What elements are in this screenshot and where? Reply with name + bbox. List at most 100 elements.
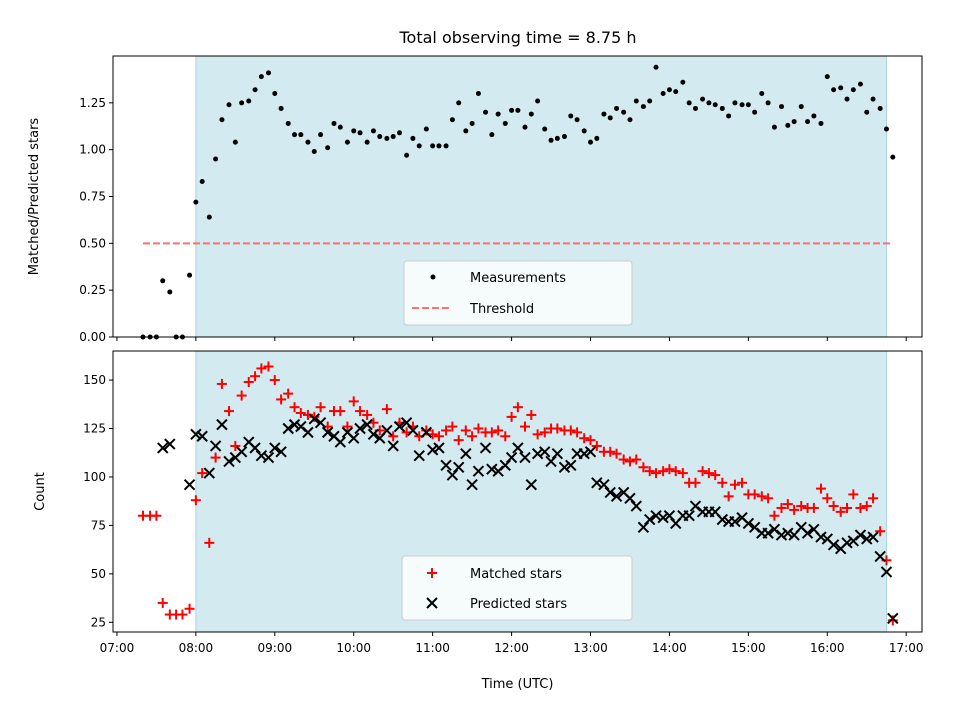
matched-star-point <box>441 425 452 436</box>
top-y-axis-label: Matched/Predicted stars <box>27 118 42 276</box>
matched-star-point <box>335 406 346 417</box>
bottom-xtick-label: 17:00 <box>889 641 924 655</box>
predicted-star-point <box>407 424 419 437</box>
predicted-star-point <box>604 486 616 499</box>
predicted-star-point <box>381 424 393 437</box>
measurement-point <box>706 100 712 106</box>
predicted-star-point <box>643 513 656 526</box>
matched-star-point <box>670 466 681 477</box>
top-ytick-label: 0.75 <box>79 190 106 204</box>
matched-star-point <box>552 423 563 434</box>
bottom-xtick-label: 08:00 <box>179 641 214 655</box>
bottom-ytick-label: 150 <box>83 373 106 387</box>
measurement-point <box>489 132 495 138</box>
measurement-point <box>640 104 646 110</box>
measurement-point <box>554 135 560 141</box>
measurement-point <box>765 100 771 106</box>
predicted-star-point <box>249 442 261 454</box>
bottom-xtick-label: 16:00 <box>810 641 845 655</box>
measurement-point <box>561 134 567 140</box>
measurement-point <box>811 113 817 119</box>
measurement-point <box>686 100 692 106</box>
matched-star-point <box>230 440 241 451</box>
predicted-star-point <box>762 527 774 539</box>
predicted-star-point <box>255 449 268 462</box>
legend-matched-plus <box>427 568 437 578</box>
predicted-star-point <box>235 446 248 458</box>
bottom-xtick-label: 11:00 <box>415 641 450 655</box>
measurement-point <box>265 70 271 76</box>
matched-star-point <box>460 425 471 436</box>
measurement-point <box>495 111 501 117</box>
matched-star-point <box>342 421 353 432</box>
predicted-star-point <box>190 428 202 441</box>
measurement-point <box>621 109 627 115</box>
measurement-point <box>805 119 811 125</box>
predicted-star-point <box>512 442 524 454</box>
matched-stars-points <box>137 361 898 626</box>
matched-star-point <box>789 504 800 515</box>
measurement-point <box>857 81 863 87</box>
bottom-ytick-label: 25 <box>91 615 106 629</box>
predicted-star-point <box>354 422 366 435</box>
matched-star-point <box>638 462 649 473</box>
predicted-star-point <box>545 455 557 468</box>
predicted-star-point <box>426 444 439 456</box>
measurement-point <box>232 139 238 145</box>
predicted-star-point <box>216 418 228 431</box>
matched-star-point <box>453 435 464 446</box>
measurement-point <box>410 135 416 141</box>
matched-star-point <box>473 423 484 434</box>
measurement-point <box>246 98 252 104</box>
predicted-star-point <box>486 463 498 475</box>
measurement-point <box>838 85 844 91</box>
measurement-point <box>712 102 718 108</box>
predicted-star-point <box>683 510 695 522</box>
legend-threshold-label: Threshold <box>469 302 534 317</box>
measurement-point <box>594 135 600 141</box>
measurement-point <box>870 96 876 102</box>
measurement-point <box>660 90 666 96</box>
measurement-point <box>475 90 481 96</box>
matched-star-point <box>263 361 274 372</box>
predicted-star-point <box>413 449 425 462</box>
measurement-point <box>337 124 343 130</box>
predicted-star-point <box>874 550 886 563</box>
predicted-star-point <box>624 492 636 504</box>
predicted-star-point <box>841 537 853 549</box>
predicted-star-point <box>861 533 873 545</box>
matched-star-point <box>796 501 807 512</box>
matched-star-point <box>289 402 300 413</box>
top-ytick-label: 1.00 <box>79 143 106 157</box>
predicted-star-point <box>505 451 518 464</box>
matched-star-point <box>348 396 359 407</box>
matched-star-point <box>467 431 478 442</box>
bottom-legend: Matched stars Predicted stars <box>401 555 633 621</box>
measurement-point <box>370 128 376 134</box>
predicted-star-point <box>164 438 176 450</box>
matched-star-point <box>236 390 247 401</box>
matched-star-point <box>579 433 590 444</box>
top-ytick-label: 0.00 <box>79 330 106 344</box>
matched-star-point <box>782 499 793 510</box>
predicted-star-point <box>446 469 459 481</box>
measurement-point <box>700 96 706 102</box>
matched-star-point <box>710 470 721 481</box>
matched-star-point <box>690 477 701 488</box>
measurement-point <box>285 120 291 126</box>
measurement-point <box>745 102 751 108</box>
bottom-ytick-label: 125 <box>83 422 106 436</box>
measurement-point <box>443 143 449 149</box>
predicted-star-point <box>519 451 531 464</box>
matched-star-point <box>624 456 635 467</box>
matched-star-point <box>848 489 859 500</box>
legend-measurements-marker <box>430 274 436 280</box>
matched-star-point <box>532 429 543 440</box>
measurement-point <box>272 90 278 96</box>
predicted-star-point <box>321 426 334 439</box>
matched-star-point <box>618 454 629 465</box>
measurement-point <box>614 105 620 111</box>
matched-star-point <box>861 501 872 512</box>
predicted-star-point <box>887 612 899 625</box>
predicted-star-point <box>334 436 347 448</box>
